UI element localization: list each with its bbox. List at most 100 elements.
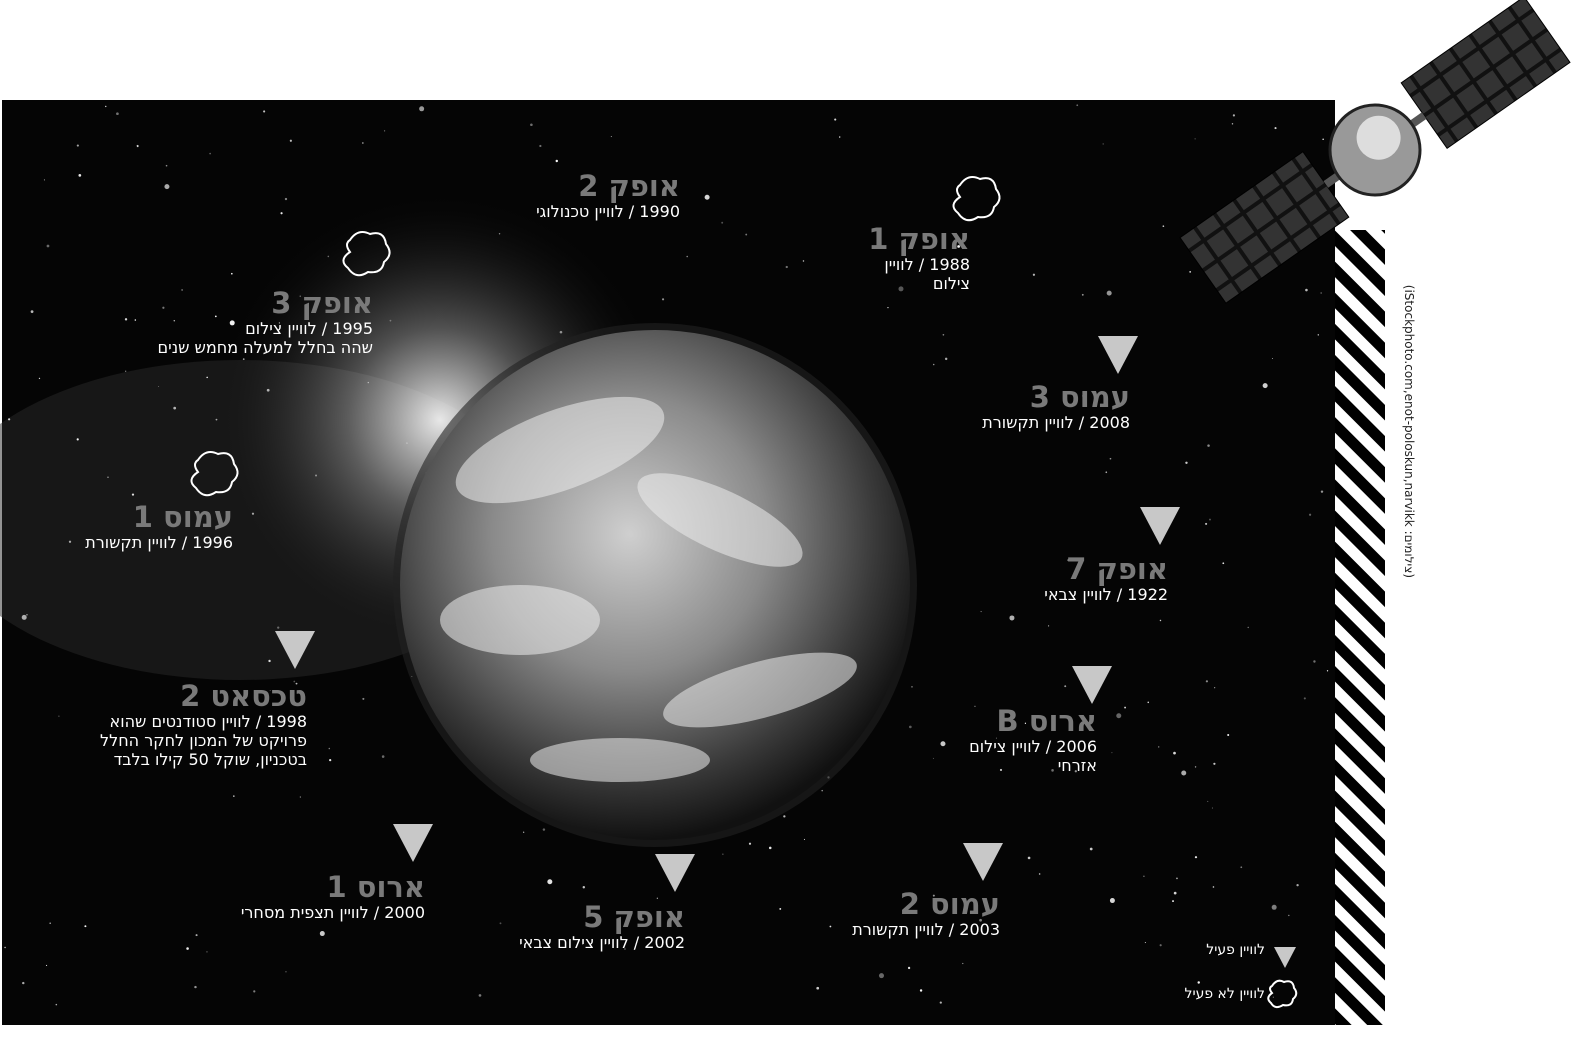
star xyxy=(1288,915,1289,916)
legend-inactive: לוויין לא פעיל xyxy=(1185,986,1265,1002)
star xyxy=(920,989,922,991)
star xyxy=(206,377,208,379)
satellite-detail: 1998 / לוויין סטודנטים שהוא xyxy=(100,712,307,731)
star xyxy=(135,319,137,321)
star xyxy=(320,931,325,936)
star xyxy=(779,908,781,910)
star xyxy=(705,195,710,200)
star xyxy=(47,245,50,248)
satellite-detail: אזרחי xyxy=(969,756,1097,775)
star xyxy=(1232,123,1233,124)
star xyxy=(1274,127,1276,129)
star xyxy=(300,796,301,797)
star xyxy=(132,493,134,495)
star xyxy=(1124,707,1126,709)
star xyxy=(1207,444,1210,447)
star xyxy=(1318,334,1319,335)
star xyxy=(8,418,10,420)
star xyxy=(1213,886,1215,888)
star xyxy=(523,832,524,833)
satellite-name: אופק 2 xyxy=(536,170,680,202)
satellite-detail: בטכניון, שוקל 50 קילו בלבד xyxy=(100,750,307,769)
star xyxy=(943,334,945,336)
star xyxy=(1327,670,1328,671)
star xyxy=(166,165,168,167)
star xyxy=(22,615,27,620)
star xyxy=(1240,866,1242,868)
star xyxy=(1212,807,1213,808)
satellite-detail: 1996 / לוויין תקשורת xyxy=(85,533,233,552)
satellite-name: עמוס 3 xyxy=(982,381,1130,413)
star xyxy=(662,298,664,300)
satellite-detail: 1990 / לוויין טכנולוגי xyxy=(536,202,680,221)
satellite-label: עמוס 22003 / לוויין תקשורת xyxy=(852,888,1000,939)
star xyxy=(887,307,888,308)
legend-active: לוויין פעיל xyxy=(1206,942,1265,958)
star xyxy=(1076,104,1078,106)
star xyxy=(821,790,823,792)
star xyxy=(125,318,127,320)
star xyxy=(804,839,805,840)
star xyxy=(39,378,40,379)
star xyxy=(547,879,552,884)
star xyxy=(31,310,34,313)
star xyxy=(362,698,364,700)
star xyxy=(280,212,282,214)
satellite-name: אופק 5 xyxy=(519,901,685,933)
star xyxy=(1090,848,1093,851)
star xyxy=(1309,514,1311,516)
satellite-name: אופק 7 xyxy=(1044,553,1168,585)
star xyxy=(721,222,723,224)
star xyxy=(26,614,28,616)
satellite-name: אופק 1 xyxy=(868,223,970,255)
star xyxy=(209,153,211,155)
satellite-detail: 2008 / לוויין תקשורת xyxy=(982,413,1130,432)
star xyxy=(829,926,831,928)
star xyxy=(105,106,106,107)
star xyxy=(1304,697,1306,699)
star xyxy=(479,994,482,997)
star xyxy=(1181,770,1186,775)
satellite-detail: צילום xyxy=(868,274,970,293)
star xyxy=(1189,271,1191,273)
star xyxy=(1107,291,1112,296)
star xyxy=(22,982,24,984)
star xyxy=(206,951,207,952)
star xyxy=(556,160,558,162)
star xyxy=(56,1004,57,1005)
star xyxy=(530,123,533,126)
star xyxy=(940,741,945,746)
star xyxy=(834,119,836,121)
star xyxy=(745,234,747,236)
star xyxy=(1209,519,1211,521)
star xyxy=(1206,680,1208,682)
star xyxy=(1273,997,1274,998)
star xyxy=(1110,898,1115,903)
star xyxy=(1048,625,1049,626)
star xyxy=(1033,274,1035,276)
star xyxy=(1147,702,1149,704)
star xyxy=(1272,358,1273,359)
star xyxy=(1197,981,1199,983)
star xyxy=(277,626,279,628)
satellite-label: אופק 11988 / לווייןצילום xyxy=(868,223,970,293)
star xyxy=(44,179,45,180)
star xyxy=(329,759,331,761)
star xyxy=(1233,114,1235,116)
star xyxy=(539,145,541,147)
star xyxy=(1028,857,1031,860)
star xyxy=(58,716,59,717)
star xyxy=(940,1001,942,1003)
star xyxy=(46,965,47,966)
star xyxy=(945,358,947,360)
star xyxy=(1172,900,1174,902)
star xyxy=(933,758,934,759)
star xyxy=(583,886,585,888)
satellite-label: עמוס 32008 / לוויין תקשורת xyxy=(982,381,1130,432)
star xyxy=(1195,856,1197,858)
star xyxy=(1205,523,1207,525)
